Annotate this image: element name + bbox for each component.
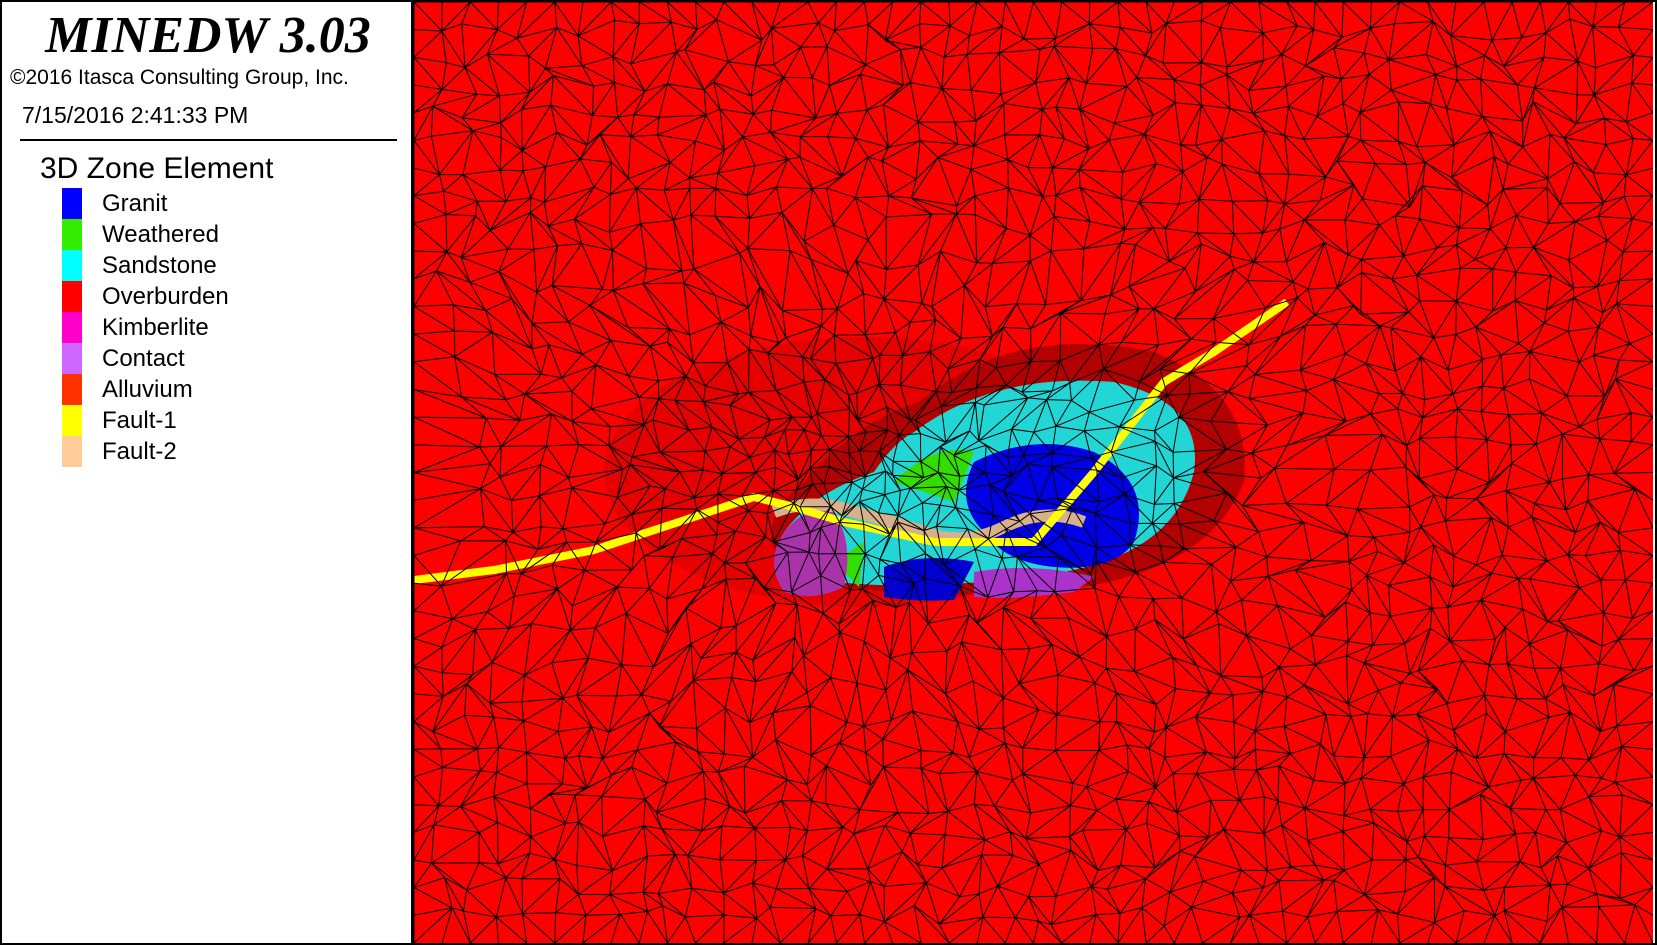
legend-label: Fault-2 (102, 438, 177, 465)
legend-swatch (62, 250, 82, 281)
legend-swatch (62, 188, 82, 219)
mesh-edges (414, 2, 1653, 943)
copyright-text: ©2016 Itasca Consulting Group, Inc. (10, 66, 349, 89)
legend-label: Sandstone (102, 252, 217, 279)
legend-panel: MINEDW 3.03 ©2016 Itasca Consulting Grou… (2, 2, 414, 943)
triangle-mesh (414, 2, 1653, 943)
app-title: MINEDW 3.03 (45, 7, 371, 64)
legend-swatch (62, 436, 82, 467)
legend-swatch (62, 312, 82, 343)
legend-title: 3D Zone Element (40, 152, 274, 185)
model-viewport[interactable] (414, 2, 1653, 943)
legend-swatch (62, 343, 82, 374)
legend-label: Fault-1 (102, 407, 177, 434)
legend-swatch (62, 281, 82, 312)
timestamp-text: 7/15/2016 2:41:33 PM (22, 102, 249, 128)
legend-swatch (62, 405, 82, 436)
legend-swatch (62, 219, 82, 250)
legend-swatch (62, 374, 82, 405)
legend-label: Weathered (102, 221, 219, 248)
divider (20, 139, 397, 141)
legend-label: Contact (102, 345, 185, 372)
legend-label: Alluvium (102, 376, 193, 403)
mesh-render[interactable] (414, 2, 1653, 943)
legend-label: Granit (102, 190, 168, 217)
legend-label: Kimberlite (102, 314, 209, 341)
legend-label: Overburden (102, 283, 229, 310)
